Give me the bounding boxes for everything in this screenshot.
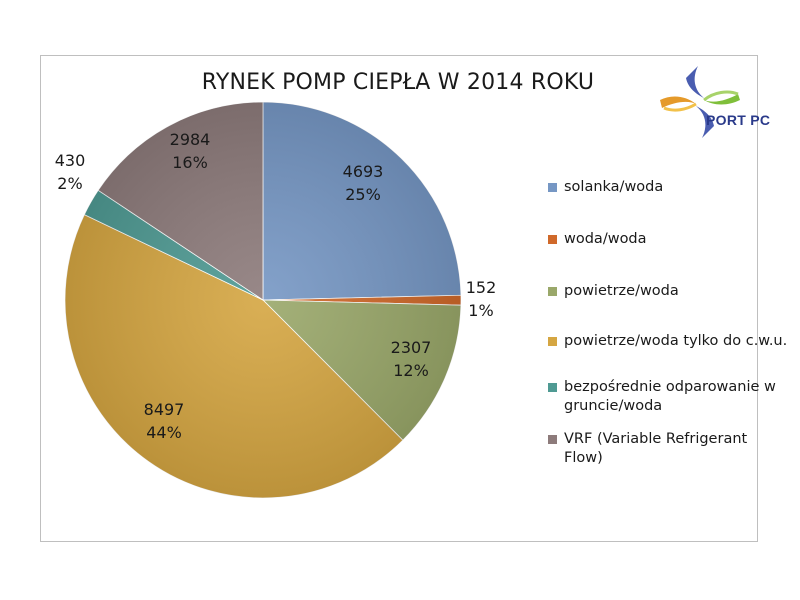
legend-item: powietrze/woda: [548, 282, 788, 301]
port-pc-logo-icon: [660, 66, 740, 138]
legend-item: VRF (Variable Refrigerant Flow): [548, 430, 788, 468]
slice-value-label: 2984: [170, 130, 211, 149]
legend-label: powietrze/woda: [564, 283, 679, 299]
logo-text: PORT PC: [706, 112, 771, 128]
legend-item: bezpośrednie odparowanie w gruncie/woda: [548, 378, 788, 416]
slice-percent-label: 12%: [393, 361, 429, 380]
legend-label: solanka/woda: [564, 179, 664, 195]
slice-percent-label: 1%: [468, 301, 493, 320]
legend-item: solanka/woda: [548, 178, 788, 197]
slice-percent-label: 25%: [345, 185, 381, 204]
legend-label: VRF (Variable Refrigerant Flow): [564, 431, 748, 466]
slice-percent-label: 44%: [146, 423, 182, 442]
legend-swatch: [548, 235, 557, 244]
slice-value-label: 2307: [391, 338, 432, 357]
legend-label: powietrze/woda tylko do c.w.u.: [564, 333, 788, 349]
legend-swatch: [548, 383, 557, 392]
slice-value-label: 8497: [144, 400, 185, 419]
legend-label: woda/woda: [564, 231, 647, 247]
legend-swatch: [548, 287, 557, 296]
legend-label: bezpośrednie odparowanie w gruncie/woda: [564, 379, 776, 414]
legend-item: powietrze/woda tylko do c.w.u.: [548, 332, 788, 351]
legend-item: woda/woda: [548, 230, 788, 249]
legend-swatch: [548, 183, 557, 192]
slice-value-label: 430: [55, 151, 86, 170]
legend-swatch: [548, 337, 557, 346]
slice-percent-label: 16%: [172, 153, 208, 172]
slice-percent-label: 2%: [57, 174, 82, 193]
slice-value-label: 152: [466, 278, 497, 297]
legend-swatch: [548, 435, 557, 444]
chart-title: RYNEK POMP CIEPŁA W 2014 ROKU: [201, 70, 595, 95]
slice-value-label: 4693: [343, 162, 384, 181]
